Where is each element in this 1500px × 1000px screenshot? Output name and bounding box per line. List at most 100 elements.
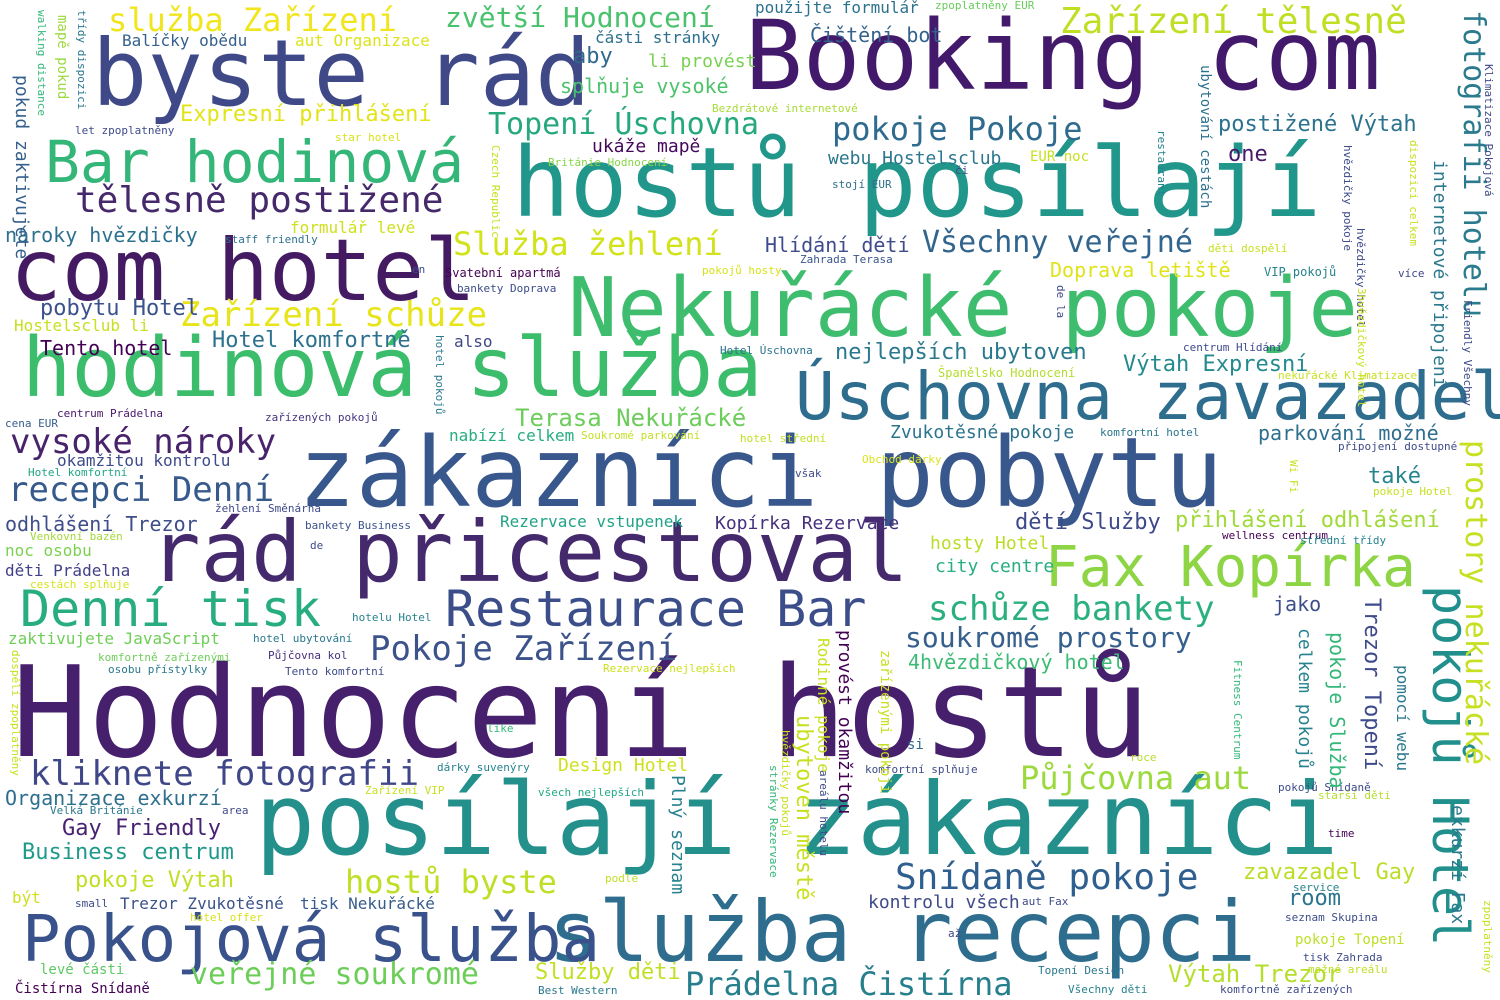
word: Výtah Trezor <box>1168 960 1342 988</box>
word: Hotel Úschovna <box>720 344 813 357</box>
word: pokoje Topení <box>1295 932 1405 948</box>
word: dětí Služby <box>1015 510 1161 535</box>
word: Všechny děti <box>1068 983 1148 996</box>
word: let zpoplatněny <box>75 124 175 137</box>
word: bankety Doprava <box>457 282 557 295</box>
word: hotel střední <box>740 432 827 445</box>
word: levé části <box>40 962 125 978</box>
word: Plný seznam <box>667 775 688 895</box>
word: zaktivujete JavaScript <box>8 629 220 648</box>
word: Úschovna zavazadel <box>795 358 1500 435</box>
word: hosty Hotel <box>930 533 1050 554</box>
word: pokud zaktivujete <box>11 75 32 260</box>
word: restaurant <box>1155 130 1168 197</box>
word: okamžitou kontrolu <box>57 451 231 470</box>
word: pokojů Hotel <box>1421 585 1479 947</box>
word: Klimatizace Pokojová <box>1482 64 1495 197</box>
word: pokojů Snídaně <box>1278 781 1371 794</box>
word: Rodinné pokoje <box>814 638 833 773</box>
word: však <box>795 467 822 480</box>
word: staff friendly <box>225 233 318 246</box>
word: de la <box>1054 285 1067 319</box>
word: dárky suvenýry <box>437 761 530 774</box>
word: pomocí webu <box>1393 665 1412 771</box>
word: Půjčovna kol <box>268 649 348 662</box>
word: Business centrum <box>22 840 234 865</box>
word: Snídaně pokoje <box>895 857 1199 898</box>
word: použijte formulář <box>755 0 919 17</box>
word: pokoje Výtah <box>75 868 234 893</box>
word: Bar hodinová <box>45 128 465 196</box>
word: zpoplatněny <box>1481 900 1494 973</box>
word: služba Zařízení <box>108 1 397 39</box>
word: Friendly Všechny <box>1461 300 1474 406</box>
word: Venkovní bazén <box>30 530 123 543</box>
word: mapě pokud <box>54 15 70 100</box>
word: Británie Hodnocení <box>548 156 668 169</box>
word: části stránky <box>595 28 721 47</box>
word: Španělsko Hodnocení <box>938 366 1076 380</box>
word: hostů byste <box>345 863 557 901</box>
word: tisk Nekuřácké <box>300 894 435 913</box>
word: Best Western <box>538 984 618 997</box>
word: Hotel komfortní <box>28 466 128 479</box>
word: Terasa Nekuřácké <box>515 404 747 432</box>
word: com hotel <box>10 221 476 321</box>
word: zařízenými pokoji <box>877 650 893 794</box>
word: recepci Denní <box>8 470 275 510</box>
word: veřejné soukromé <box>190 957 479 992</box>
word: walking distance <box>35 10 48 116</box>
word: Všechny veřejné <box>922 225 1193 260</box>
word: děti dospělí <box>1208 242 1288 255</box>
word: Prádelna Čistírna <box>685 965 1013 1000</box>
word: Čištění bot <box>810 23 943 47</box>
word: Pokojová služba <box>22 903 600 977</box>
word: kliknete fotografii <box>30 754 419 794</box>
word: komfortní hotel <box>1100 426 1200 439</box>
word: area <box>222 804 249 817</box>
word: en <box>412 263 426 276</box>
word: also <box>454 332 493 351</box>
word: rád přicestoval <box>150 503 909 601</box>
word: room <box>1288 886 1341 911</box>
word: prostory nekuřácké <box>1458 440 1493 766</box>
word: kontrolu všech <box>868 892 1020 913</box>
word: Topení Design <box>1038 964 1125 977</box>
word: Zvukotěsné pokoje <box>890 422 1075 443</box>
word: Svatební apartmá <box>445 266 561 280</box>
word: nároky hvězdičky <box>5 223 198 247</box>
word: seznam Skupina <box>1285 911 1378 924</box>
word: Výtah Expresní <box>1123 352 1309 377</box>
word: tělesně postižené <box>75 180 444 221</box>
word: Gay Friendly <box>62 816 221 841</box>
word: Restaurace Bar <box>445 580 867 638</box>
word: Služba žehlení <box>453 225 723 263</box>
word: Tento hotel <box>40 336 173 360</box>
word: pokoje Pokoje <box>832 110 1083 148</box>
word: splňuje vysoké <box>560 74 729 98</box>
word: služba recepci <box>548 883 1257 981</box>
word: připojení dostupné <box>1338 440 1458 453</box>
word: Hotel komfortně <box>212 328 411 353</box>
word: bankety Business <box>305 519 411 532</box>
word: VIP pokojů <box>1264 265 1337 279</box>
word: Zahrada Terasa <box>800 253 893 266</box>
word: Czech Republic <box>489 145 502 238</box>
word: jako <box>1273 592 1322 616</box>
word: Zařízení tělesně <box>1060 1 1407 42</box>
word: také <box>1368 464 1421 489</box>
word: nejlepších ubytoven <box>835 340 1087 365</box>
word: Wi Fi <box>1287 460 1300 494</box>
word: Trezor Topení <box>1359 598 1384 771</box>
word: Tento komfortní <box>285 665 385 678</box>
word: ukáže mapě <box>592 136 701 157</box>
word: 4hvězdičkový hotel <box>908 650 1125 674</box>
word: formulář levé <box>290 218 416 237</box>
word: střední třídy <box>1300 534 1387 547</box>
word: centrum Hlídání <box>1183 341 1283 354</box>
word: přihlášení odhlášení <box>1175 508 1440 533</box>
word: zákazníci pobytu <box>298 417 1223 529</box>
word: stojí EUR <box>832 178 892 191</box>
word: hvězdičky pokoje <box>1341 145 1354 251</box>
